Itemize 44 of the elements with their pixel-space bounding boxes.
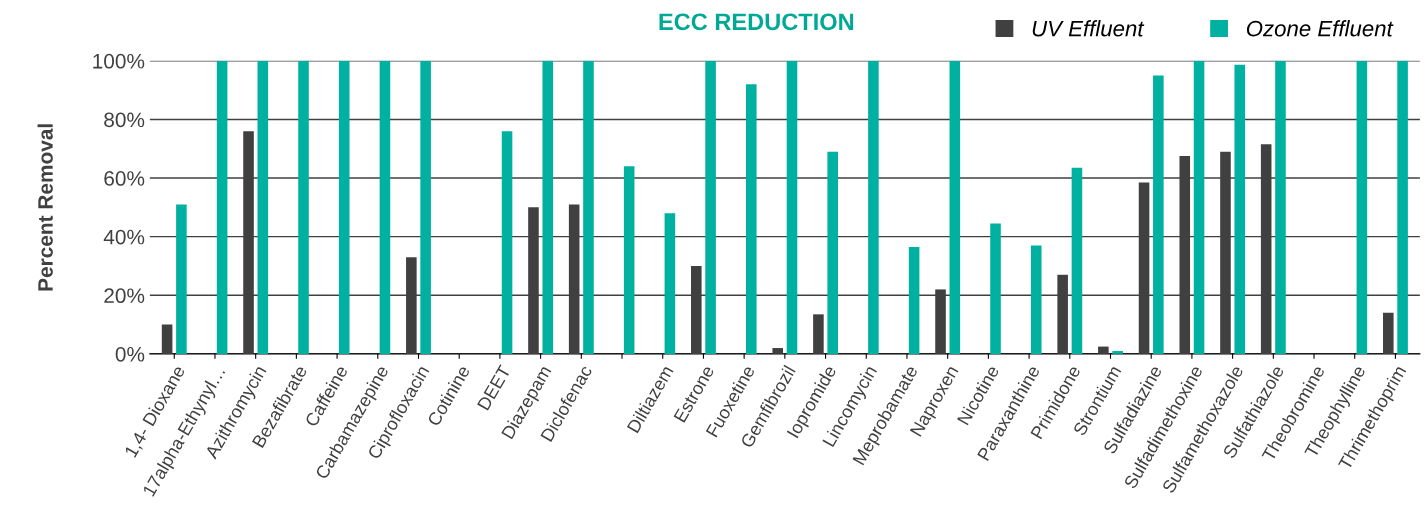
bar bbox=[379, 60, 391, 354]
bar bbox=[1153, 75, 1164, 354]
bar bbox=[705, 60, 716, 354]
bar bbox=[746, 84, 757, 354]
bar bbox=[1193, 60, 1205, 354]
bar bbox=[1275, 60, 1286, 354]
bar bbox=[1098, 346, 1109, 354]
bar bbox=[583, 60, 594, 354]
bar bbox=[1030, 245, 1042, 354]
y-tick-label: 60% bbox=[104, 171, 145, 186]
bar bbox=[623, 166, 635, 354]
bar bbox=[542, 60, 554, 354]
bar bbox=[772, 348, 783, 354]
bar bbox=[338, 60, 350, 354]
y-axis-title: Percent Removal bbox=[37, 124, 53, 291]
bar bbox=[990, 223, 1001, 354]
bar bbox=[161, 324, 173, 354]
y-tick-label: 80% bbox=[104, 112, 145, 128]
bar bbox=[216, 60, 228, 354]
y-tick-label: 100% bbox=[93, 53, 145, 69]
legend-label: Ozone Effluent bbox=[1246, 20, 1394, 37]
bar bbox=[868, 60, 879, 354]
legend-label: UV Effluent bbox=[1032, 20, 1145, 37]
bar bbox=[1356, 60, 1368, 354]
bar bbox=[827, 151, 838, 354]
bar bbox=[908, 246, 920, 354]
bar bbox=[298, 60, 309, 354]
y-tick-label: 20% bbox=[104, 288, 145, 304]
bar bbox=[1234, 64, 1246, 354]
bar bbox=[501, 131, 513, 354]
bar bbox=[257, 60, 269, 354]
y-tick-label: 40% bbox=[103, 229, 145, 245]
bar bbox=[949, 60, 961, 354]
bar bbox=[1397, 60, 1408, 354]
bar bbox=[664, 213, 676, 354]
y-tick-label: 0% bbox=[115, 346, 145, 362]
bar bbox=[420, 60, 431, 354]
bar bbox=[1383, 312, 1394, 354]
chart-title: ECC REDUCTION bbox=[659, 13, 854, 31]
bar bbox=[786, 60, 798, 354]
bar bbox=[176, 204, 187, 354]
bar bbox=[1112, 350, 1123, 354]
bar bbox=[1071, 167, 1083, 354]
bar bbox=[813, 314, 824, 354]
